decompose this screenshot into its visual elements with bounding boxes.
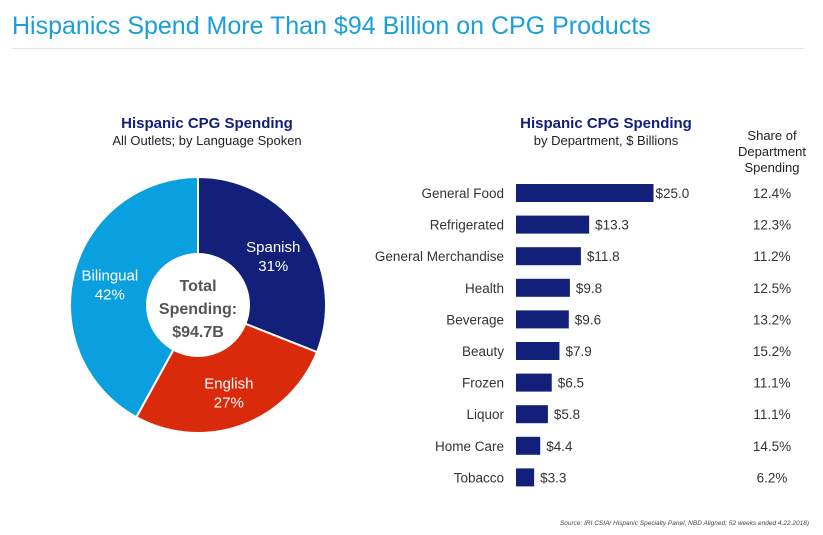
- bar-category-general-merchandise: General Merchandise: [375, 249, 504, 264]
- bar-general-food: [516, 184, 654, 202]
- bar-share-refrigerated: 12.3%: [753, 218, 791, 233]
- bar-value-tobacco: $3.3: [540, 470, 566, 485]
- bar-category-tobacco: Tobacco: [454, 470, 504, 485]
- bar-share-home-care: 14.5%: [753, 439, 791, 454]
- bar-share-beverage: 13.2%: [753, 312, 791, 327]
- bar-share-beauty: 15.2%: [753, 344, 791, 359]
- bar-value-general-merchandise: $11.8: [587, 249, 620, 264]
- bar-value-beverage: $9.6: [575, 312, 601, 327]
- pie-center-line-1: Total: [179, 278, 216, 295]
- share-header-line-1: Share of: [747, 128, 797, 143]
- bar-beauty: [516, 342, 560, 360]
- bar-value-liquor: $5.8: [554, 407, 580, 422]
- bar-category-refrigerated: Refrigerated: [430, 218, 504, 233]
- bar-chart-subtitle: by Department, $ Billions: [533, 133, 679, 148]
- bar-category-beauty: Beauty: [462, 344, 504, 359]
- bar-category-liquor: Liquor: [466, 407, 504, 422]
- bar-category-frozen: Frozen: [462, 376, 504, 391]
- pie-value-english: 27%: [214, 395, 244, 412]
- share-header-line-3: Spending: [744, 160, 800, 175]
- share-column-header: Share of Department Spending: [722, 128, 822, 176]
- bar-frozen: [516, 373, 552, 392]
- pie-chart-subtitle: All Outlets; by Language Spoken: [112, 133, 302, 148]
- pie-value-spanish: 31%: [258, 258, 288, 275]
- bar-value-general-food: $25.0: [656, 186, 690, 201]
- pie-center-hole: [146, 253, 250, 357]
- bar-general-merchandise: [516, 247, 581, 266]
- bar-share-health: 12.5%: [753, 281, 791, 296]
- title-divider: [12, 48, 804, 49]
- bar-category-general-food: General Food: [421, 186, 504, 201]
- bar-share-liquor: 11.1%: [753, 407, 790, 422]
- pie-slice-bilingual: [69, 175, 199, 419]
- bar-share-frozen: 11.1%: [753, 376, 790, 391]
- share-header-line-2: Department: [738, 144, 806, 159]
- pie-labels: Spanish 31% English 27% Bilingual 42%: [81, 239, 300, 412]
- bar-value-home-care: $4.4: [546, 439, 573, 454]
- bar-share-general-merchandise: 11.2%: [753, 249, 790, 264]
- pie-label-spanish: Spanish: [246, 239, 300, 256]
- bar-liquor: [516, 405, 548, 424]
- bar-value-beauty: $7.9: [565, 344, 591, 359]
- pie-label-bilingual: Bilingual: [81, 267, 138, 284]
- pie-value-bilingual: 42%: [95, 286, 125, 303]
- bar-tobacco: [516, 468, 535, 487]
- bar-share-tobacco: 6.2%: [757, 470, 788, 485]
- bar-category-home-care: Home Care: [435, 439, 504, 454]
- bar-share-general-food: 12.4%: [753, 186, 791, 201]
- bar-value-health: $9.8: [576, 281, 602, 296]
- bar-value-refrigerated: $13.3: [595, 218, 629, 233]
- bar-category-beverage: Beverage: [446, 312, 504, 327]
- bar-beverage: [516, 310, 569, 329]
- bar-chart-title: Hispanic CPG Spending: [520, 115, 692, 132]
- bar-home-care: [516, 436, 541, 455]
- pie-center-line-2: Spending:: [159, 301, 237, 318]
- bar-value-frozen: $6.5: [558, 376, 584, 391]
- pie-center-line-3: $94.7B: [172, 324, 224, 341]
- bar-health: [516, 278, 570, 297]
- source-note: Source: IRI CSIA/ Hispanic Specialty Pan…: [559, 520, 809, 527]
- pie-chart-title: Hispanic CPG Spending: [121, 115, 293, 132]
- bar-chart: General Food $25.0 12.4% Refrigerated $13.3 1…: [375, 184, 791, 487]
- page-title: Hispanics Spend More Than $94 Billion on…: [12, 12, 651, 40]
- bar-refrigerated: [516, 215, 590, 234]
- bar-category-health: Health: [465, 281, 504, 296]
- pie-label-english: English: [204, 376, 253, 393]
